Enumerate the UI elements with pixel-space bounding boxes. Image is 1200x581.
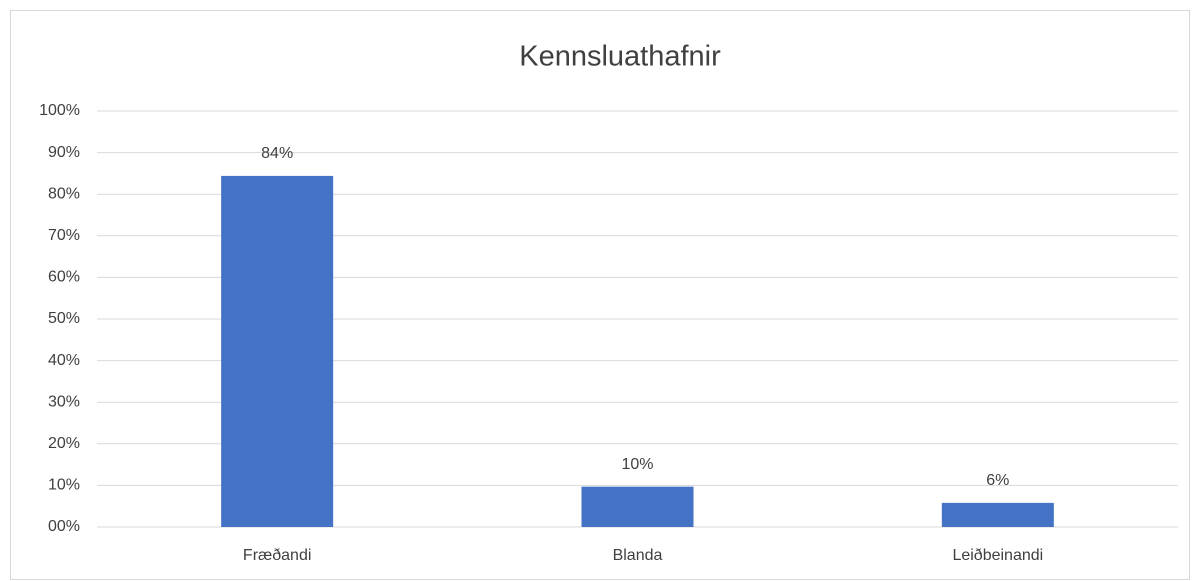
x-tick-label: Fræðandi <box>243 547 311 564</box>
chart-frame <box>10 10 1190 580</box>
bar <box>941 502 1054 527</box>
y-tick-label: 50% <box>48 310 80 327</box>
data-label: 10% <box>621 456 653 473</box>
bar <box>221 175 334 527</box>
y-tick-label: 60% <box>48 269 80 286</box>
y-tick-label: 10% <box>48 477 80 494</box>
data-label: 84% <box>261 145 293 162</box>
data-label: 6% <box>986 472 1009 489</box>
y-tick-label: 20% <box>48 435 80 452</box>
chart-title: Kennsluathafnir <box>519 41 721 73</box>
y-tick-label: 70% <box>48 227 80 244</box>
y-tick-label: 00% <box>48 518 80 535</box>
bar <box>581 486 694 527</box>
x-tick-label: Leiðbeinandi <box>952 547 1043 564</box>
y-tick-label: 40% <box>48 352 80 369</box>
y-tick-label: 90% <box>48 144 80 161</box>
y-tick-label: 100% <box>39 102 80 119</box>
y-tick-label: 80% <box>48 185 80 202</box>
y-tick-label: 30% <box>48 393 80 410</box>
x-tick-label: Blanda <box>613 547 663 564</box>
